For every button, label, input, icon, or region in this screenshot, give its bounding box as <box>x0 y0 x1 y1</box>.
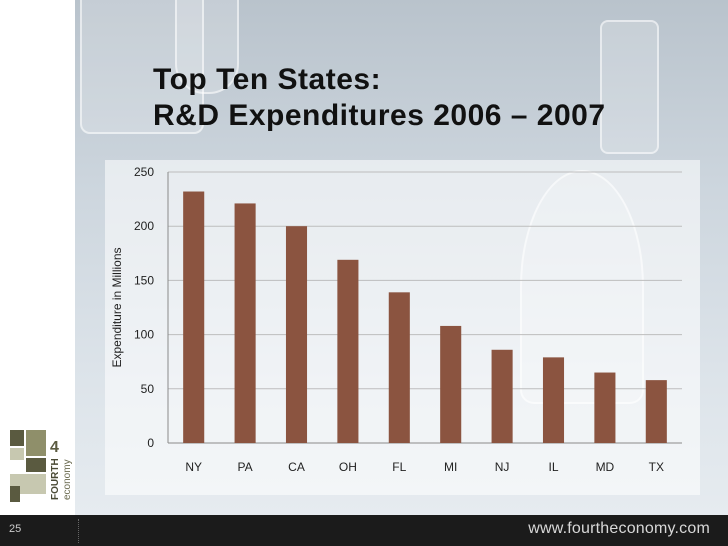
x-tick-label: TX <box>649 460 664 474</box>
bottle-decoration <box>600 20 659 154</box>
y-tick-label: 150 <box>134 273 154 287</box>
bar-pa <box>234 203 256 443</box>
y-tick-label: 100 <box>134 328 154 342</box>
y-tick-label: 250 <box>134 165 154 179</box>
slide-title: Top Ten States: R&D Expenditures 2006 – … <box>153 62 606 134</box>
y-tick-label: 200 <box>134 219 154 233</box>
x-tick-label: MD <box>596 460 615 474</box>
bar-ca <box>285 226 308 443</box>
logo-numeral: 4 <box>50 439 59 456</box>
y-tick-label: 50 <box>141 382 155 396</box>
x-tick-label: IL <box>548 460 558 474</box>
bar-md <box>594 372 616 443</box>
y-axis-title: Expenditure in Millions <box>110 247 124 367</box>
x-tick-label: NJ <box>495 460 510 474</box>
page-number: 25 <box>9 523 22 535</box>
bar-nj <box>491 349 513 443</box>
title-line-2: R&D Expenditures 2006 – 2007 <box>153 99 606 132</box>
x-tick-label: CA <box>288 460 305 474</box>
fourth-economy-logo: 4 FOURTH economy <box>10 430 72 502</box>
x-tick-label: PA <box>238 460 253 474</box>
bar-ny <box>183 191 205 443</box>
x-tick-label: OH <box>339 460 357 474</box>
footer-bar: 25 www.fourtheconomy.com <box>0 515 728 546</box>
bar-fl <box>388 292 410 443</box>
logo-word-fourth: FOURTH <box>50 458 61 500</box>
y-tick-label: 0 <box>147 436 154 450</box>
chart-panel: 0 50 100 150 200 250 NY PA CA OH FL MI NJ IL MD TX Expen… <box>105 160 700 495</box>
bar-chart: 0 50 100 150 200 250 NY PA CA OH FL MI NJ IL MD TX Expen… <box>110 165 682 474</box>
logo-mark: 4 <box>10 430 59 502</box>
logo-word-economy: economy <box>62 459 72 500</box>
left-strip <box>0 0 75 515</box>
bar-il <box>542 357 565 443</box>
flask-decoration <box>175 0 239 94</box>
bar-tx <box>645 380 667 443</box>
x-tick-label: MI <box>444 460 457 474</box>
title-line-1: Top Ten States: <box>153 63 382 96</box>
footer-url: www.fourtheconomy.com <box>528 520 710 537</box>
footer-divider <box>78 519 79 543</box>
bar-mi <box>440 325 462 443</box>
bar-oh <box>337 259 359 443</box>
x-tick-label: FL <box>392 460 406 474</box>
x-tick-label: NY <box>185 460 202 474</box>
